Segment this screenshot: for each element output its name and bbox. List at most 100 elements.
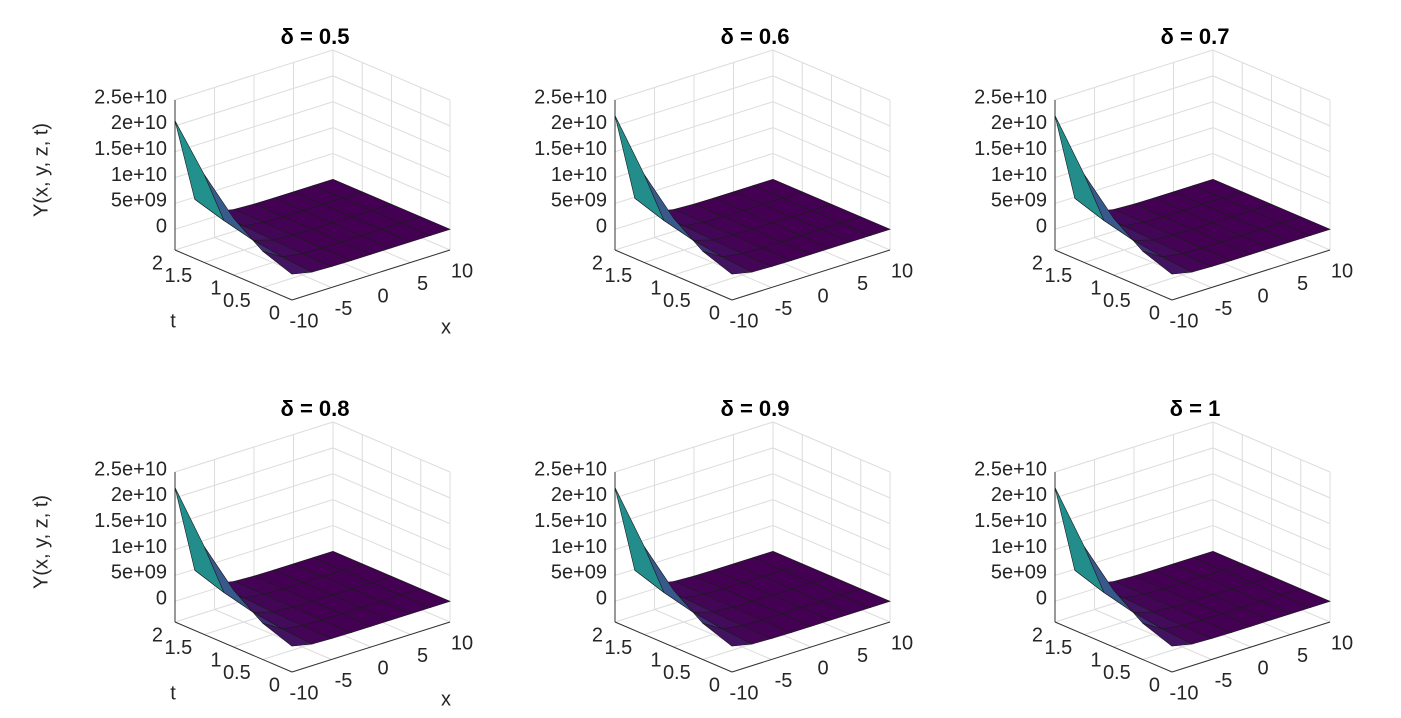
t-tick-label: 0 <box>709 302 720 324</box>
z-tick-label: 5e+09 <box>991 190 1047 212</box>
x-tick-label: 10 <box>451 260 473 282</box>
t-tick-label: 0.5 <box>663 290 691 312</box>
t-tick-label: 1.5 <box>1044 265 1072 287</box>
subplot: -10 -5 0 5 10 0 0.51 1.52 0 5e+09 1e+10 1.5e+10 2e+1… <box>30 24 473 338</box>
t-tick-label: 0.5 <box>1103 662 1131 684</box>
t-axis-line <box>174 621 293 673</box>
grid-line <box>332 499 451 551</box>
t-axis-line <box>1054 621 1173 673</box>
z-tick-label: 1e+10 <box>551 164 607 186</box>
x-axis-label: x <box>441 316 451 338</box>
grid-line <box>1212 421 1331 473</box>
t-tick-label: 2 <box>1032 252 1043 274</box>
grid-line <box>772 101 891 153</box>
subplot: -10 -5 0 5 10 0 0.51 1.52 0 5e+09 1e+10 1.5e+10 2e+1… <box>534 396 913 704</box>
grid-line <box>1212 49 1331 101</box>
t-tick-label: 1 <box>1090 649 1101 671</box>
grid-line <box>772 447 891 499</box>
grid-line <box>332 473 451 525</box>
t-tick-label: 1.5 <box>1044 637 1072 659</box>
t-tick-label: 0 <box>1149 302 1160 324</box>
z-tick-label: 0 <box>596 216 607 238</box>
grid-line <box>1054 447 1214 499</box>
subplot-title: δ = 0.7 <box>1161 24 1230 49</box>
subplot-title: δ = 1 <box>1170 396 1221 421</box>
surface-cell <box>174 120 225 222</box>
z-tick-label: 2.5e+10 <box>974 458 1047 480</box>
t-tick-label: 0 <box>269 674 280 696</box>
z-tick-label: 2.5e+10 <box>534 458 607 480</box>
t-axis-label: t <box>170 310 176 332</box>
grid-line <box>772 127 891 179</box>
t-tick-label: 1 <box>650 277 661 299</box>
z-tick-label: 2.5e+10 <box>974 86 1047 108</box>
x-tick-label: -5 <box>1215 670 1233 692</box>
surface-cell <box>614 487 665 594</box>
grid-line <box>174 447 334 499</box>
subplot: -10 -5 0 5 10 0 0.51 1.52 0 5e+09 1e+10 1.5e+10 2e+1… <box>30 396 473 710</box>
z-tick-label: 0 <box>156 216 167 238</box>
t-tick-label: 0.5 <box>663 662 691 684</box>
surface-cell <box>1142 251 1193 275</box>
x-axis-line <box>1171 249 1331 301</box>
z-tick-label: 0 <box>1036 588 1047 610</box>
z-axis-label: Y(x, y, z, t) <box>30 495 52 589</box>
grid-line <box>1212 152 1331 204</box>
x-tick-label: -10 <box>1170 682 1199 704</box>
x-tick-label: -10 <box>730 310 759 332</box>
surface-cell <box>614 115 665 222</box>
grid-line <box>614 49 774 101</box>
surface-cell <box>1054 487 1105 594</box>
x-axis-line <box>731 621 891 673</box>
x-tick-label: 5 <box>1297 273 1308 295</box>
t-tick-label: 1.5 <box>164 265 192 287</box>
z-tick-label: 1e+10 <box>551 536 607 558</box>
z-tick-label: 2.5e+10 <box>94 86 167 108</box>
t-tick-label: 0 <box>1149 674 1160 696</box>
t-axis-line <box>614 249 733 301</box>
x-tick-label: -5 <box>335 670 353 692</box>
grid-line <box>1054 75 1214 127</box>
surface-cell <box>1142 623 1193 647</box>
z-tick-label: 1.5e+10 <box>974 510 1047 532</box>
z-axis-label: Y(x, y, z, t) <box>30 123 52 217</box>
z-tick-label: 1.5e+10 <box>974 138 1047 160</box>
x-tick-label: 5 <box>1297 645 1308 667</box>
x-tick-label: 0 <box>1257 285 1268 307</box>
z-tick-label: 0 <box>1036 216 1047 238</box>
t-tick-label: 0.5 <box>1103 290 1131 312</box>
z-tick-label: 2e+10 <box>991 484 1047 506</box>
grid-line <box>1212 75 1331 127</box>
grid-line <box>174 421 334 473</box>
t-tick-label: 1 <box>650 649 661 671</box>
t-tick-label: 1.5 <box>604 265 632 287</box>
x-tick-label: 0 <box>817 657 828 679</box>
z-tick-label: 2e+10 <box>111 112 167 134</box>
z-tick-label: 1.5e+10 <box>94 138 167 160</box>
x-tick-label: 0 <box>377 657 388 679</box>
z-tick-label: 1e+10 <box>991 536 1047 558</box>
grid-line <box>1212 101 1331 153</box>
surface-cell <box>702 251 753 275</box>
t-tick-label: 1 <box>1090 277 1101 299</box>
z-tick-label: 0 <box>596 588 607 610</box>
x-tick-label: -10 <box>730 682 759 704</box>
grid-line <box>1212 499 1331 551</box>
grid-line <box>772 152 891 204</box>
x-tick-label: -5 <box>775 298 793 320</box>
grid-line <box>1054 473 1214 525</box>
grid-line <box>614 447 774 499</box>
t-tick-label: 0.5 <box>223 290 251 312</box>
x-axis-line <box>291 249 451 301</box>
grid-line <box>332 152 451 204</box>
subplot: -10 -5 0 5 10 0 0.51 1.52 0 5e+09 1e+10 1.5e+10 2e+1… <box>534 24 913 332</box>
surface-cell <box>1054 115 1105 222</box>
x-tick-label: 5 <box>417 645 428 667</box>
x-tick-label: -10 <box>290 682 319 704</box>
grid-line <box>772 49 891 101</box>
z-tick-label: 1e+10 <box>991 164 1047 186</box>
grid-line <box>1054 421 1214 473</box>
x-tick-label: 5 <box>857 273 868 295</box>
subplot-title: δ = 0.6 <box>721 24 790 49</box>
